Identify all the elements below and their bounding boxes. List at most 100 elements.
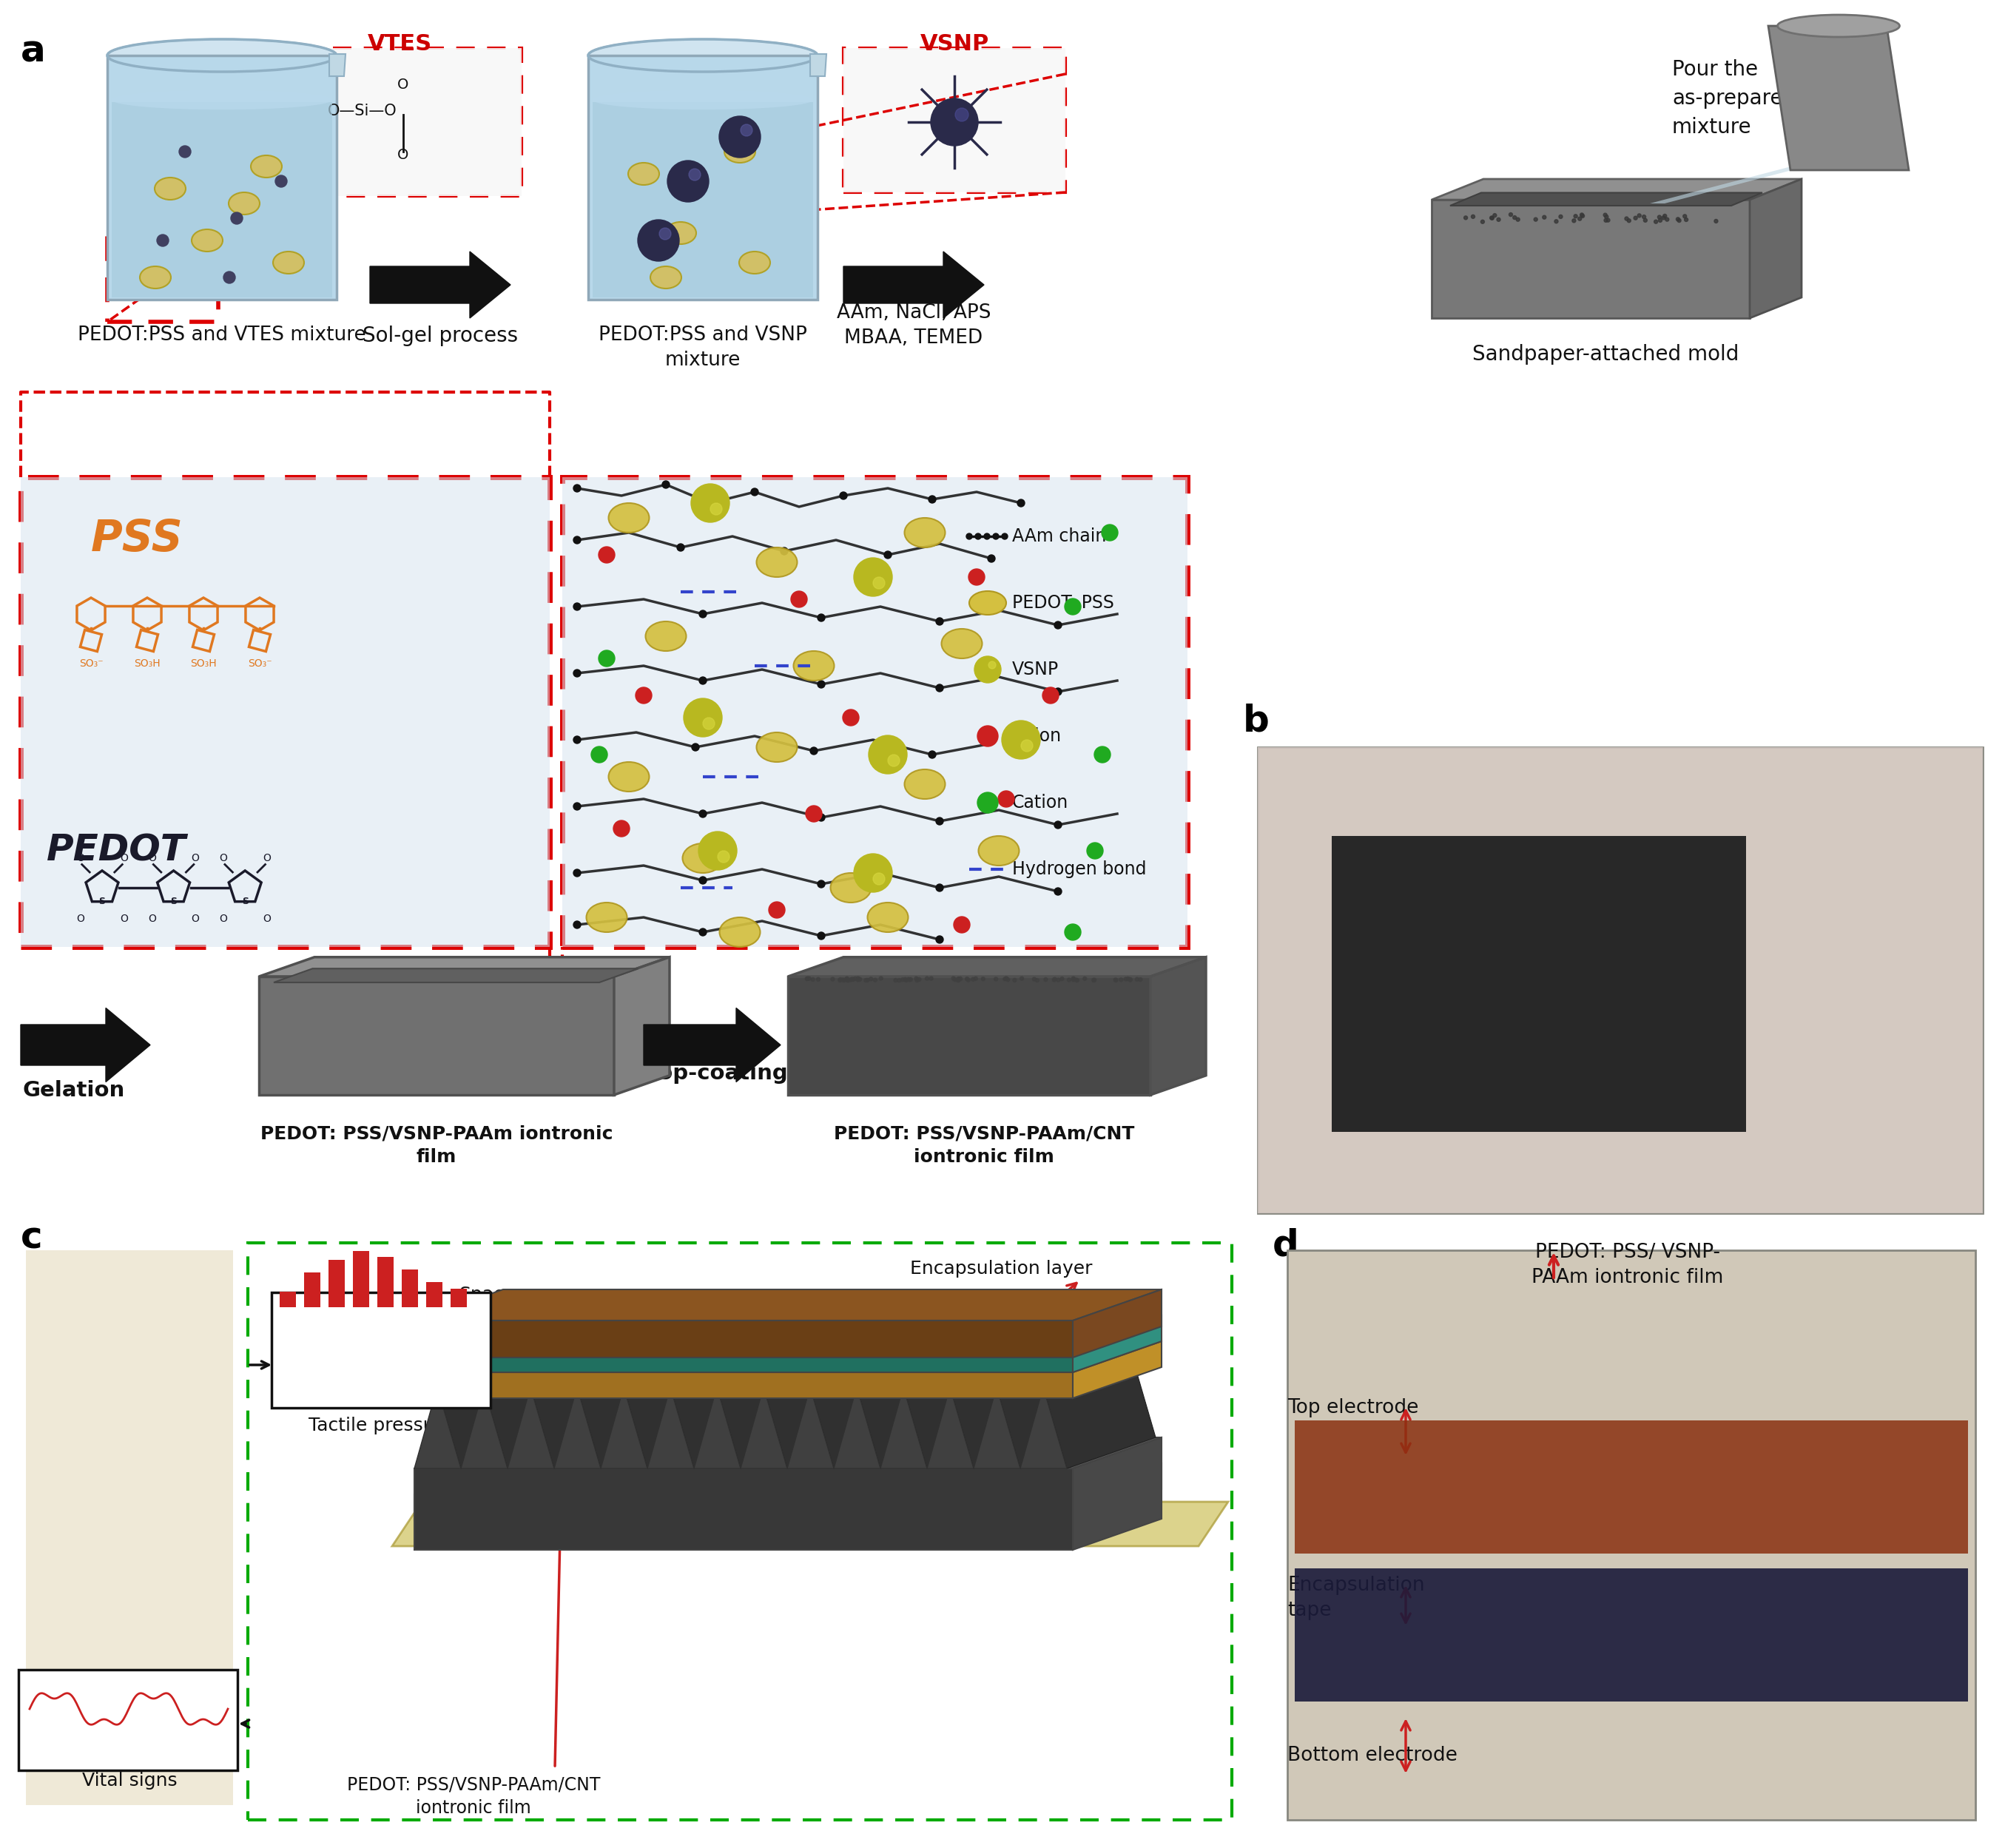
Text: Vital signs: Vital signs bbox=[82, 1772, 176, 1789]
Text: Top electrode: Top electrode bbox=[1287, 1399, 1420, 1417]
FancyBboxPatch shape bbox=[112, 102, 333, 298]
Text: O: O bbox=[263, 913, 271, 924]
Circle shape bbox=[1125, 978, 1127, 981]
Circle shape bbox=[700, 610, 706, 617]
Circle shape bbox=[1624, 216, 1628, 220]
Bar bbox=[1287, 1251, 1975, 1820]
Bar bbox=[427, 1283, 443, 1307]
Circle shape bbox=[958, 978, 962, 981]
Text: Anion: Anion bbox=[1013, 728, 1063, 745]
Bar bbox=[353, 1251, 369, 1307]
Circle shape bbox=[846, 978, 848, 981]
Ellipse shape bbox=[1778, 15, 1899, 37]
Circle shape bbox=[740, 124, 752, 137]
Polygon shape bbox=[415, 1347, 1073, 1373]
Text: O: O bbox=[76, 854, 84, 863]
Ellipse shape bbox=[229, 192, 261, 214]
Circle shape bbox=[854, 558, 892, 597]
Circle shape bbox=[1554, 220, 1558, 224]
Circle shape bbox=[838, 978, 842, 981]
Polygon shape bbox=[740, 1388, 788, 1469]
Ellipse shape bbox=[756, 732, 798, 761]
Circle shape bbox=[1572, 218, 1576, 222]
Polygon shape bbox=[415, 1464, 1161, 1495]
Text: O—Si—O: O—Si—O bbox=[329, 103, 397, 118]
Polygon shape bbox=[415, 1321, 1073, 1358]
Circle shape bbox=[952, 978, 956, 981]
Bar bbox=[285, 48, 521, 196]
Text: PEDOT:PSS and VSNP
mixture: PEDOT:PSS and VSNP mixture bbox=[599, 325, 808, 370]
Circle shape bbox=[974, 534, 980, 540]
Circle shape bbox=[878, 976, 882, 979]
Circle shape bbox=[806, 978, 810, 981]
Ellipse shape bbox=[724, 140, 756, 163]
Ellipse shape bbox=[968, 591, 1007, 615]
Circle shape bbox=[970, 978, 974, 981]
Text: Top electrode: Top electrode bbox=[910, 1323, 1035, 1340]
Polygon shape bbox=[996, 1356, 1109, 1469]
Circle shape bbox=[684, 699, 722, 737]
Polygon shape bbox=[718, 1356, 830, 1469]
Circle shape bbox=[974, 656, 1000, 682]
Ellipse shape bbox=[610, 761, 650, 791]
Circle shape bbox=[928, 495, 936, 503]
Text: PEDOT: PEDOT bbox=[46, 832, 186, 869]
Circle shape bbox=[838, 978, 842, 981]
Text: O: O bbox=[263, 854, 271, 863]
Circle shape bbox=[698, 832, 738, 870]
Text: Sandpaper-attached mold: Sandpaper-attached mold bbox=[1472, 344, 1738, 364]
Text: SO₃⁻: SO₃⁻ bbox=[78, 658, 102, 669]
Circle shape bbox=[980, 978, 984, 981]
Circle shape bbox=[906, 978, 910, 981]
Circle shape bbox=[818, 931, 824, 939]
Circle shape bbox=[956, 978, 960, 981]
Ellipse shape bbox=[650, 266, 682, 288]
Circle shape bbox=[1516, 218, 1520, 222]
Circle shape bbox=[223, 272, 235, 283]
Ellipse shape bbox=[585, 902, 628, 931]
Bar bbox=[249, 1244, 1231, 1820]
Ellipse shape bbox=[756, 547, 798, 577]
Bar bbox=[451, 1288, 467, 1307]
Circle shape bbox=[156, 235, 168, 246]
Polygon shape bbox=[1650, 163, 1821, 203]
Polygon shape bbox=[810, 54, 826, 76]
Bar bbox=[1295, 1569, 1969, 1702]
FancyBboxPatch shape bbox=[108, 55, 337, 299]
Ellipse shape bbox=[904, 517, 944, 547]
Polygon shape bbox=[483, 1356, 595, 1469]
Circle shape bbox=[846, 978, 850, 981]
Text: PSS: PSS bbox=[90, 517, 182, 560]
Bar bbox=[561, 477, 1187, 946]
Ellipse shape bbox=[978, 835, 1019, 865]
Circle shape bbox=[1061, 978, 1065, 981]
Circle shape bbox=[1002, 978, 1007, 981]
Circle shape bbox=[1604, 218, 1608, 222]
Circle shape bbox=[1558, 214, 1562, 218]
Text: O: O bbox=[190, 913, 198, 924]
Circle shape bbox=[780, 547, 788, 554]
Circle shape bbox=[790, 591, 808, 608]
Circle shape bbox=[1510, 213, 1512, 216]
Circle shape bbox=[936, 817, 942, 824]
Circle shape bbox=[1684, 218, 1688, 222]
Circle shape bbox=[720, 116, 760, 157]
Text: SO₃⁻: SO₃⁻ bbox=[249, 658, 273, 669]
Text: PEDOT: PSS/VSNP-PAAm/CNT
iontronic film: PEDOT: PSS/VSNP-PAAm/CNT iontronic film bbox=[834, 1124, 1135, 1166]
Polygon shape bbox=[461, 1388, 507, 1469]
Circle shape bbox=[614, 821, 630, 837]
Circle shape bbox=[1129, 978, 1133, 981]
Circle shape bbox=[1033, 978, 1037, 981]
Bar bbox=[279, 1292, 297, 1307]
Circle shape bbox=[1065, 599, 1081, 615]
Circle shape bbox=[1714, 220, 1718, 224]
Text: d: d bbox=[1273, 1229, 1299, 1264]
Circle shape bbox=[1021, 739, 1033, 752]
Circle shape bbox=[1658, 216, 1662, 220]
Circle shape bbox=[1638, 214, 1642, 218]
Circle shape bbox=[914, 978, 918, 981]
Circle shape bbox=[928, 750, 936, 758]
Polygon shape bbox=[670, 1356, 782, 1469]
Polygon shape bbox=[329, 54, 345, 76]
Polygon shape bbox=[371, 251, 511, 318]
